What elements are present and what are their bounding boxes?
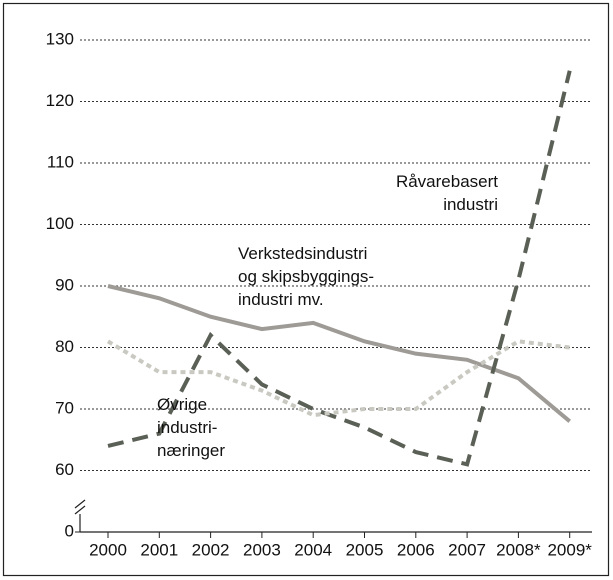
y-tick-label: 90 bbox=[55, 275, 74, 294]
x-tick-label: 2002 bbox=[192, 540, 230, 559]
series-line bbox=[106, 339, 570, 418]
y-tick-label: 110 bbox=[47, 152, 74, 171]
series-label-line: og skipsbyggings- bbox=[238, 267, 374, 286]
series-label: Råvarebasert industri bbox=[396, 172, 498, 214]
series-label-line: industri mv. bbox=[238, 290, 324, 309]
x-tick-label: 2004 bbox=[294, 540, 332, 559]
y-tick-label: 120 bbox=[46, 91, 74, 110]
axis-break bbox=[74, 505, 86, 515]
series-label: Øvrige industri-næringer bbox=[157, 395, 225, 460]
x-tick-label: 2005 bbox=[346, 540, 384, 559]
y-tick-label: 130 bbox=[46, 29, 74, 48]
y-tick-label: 70 bbox=[55, 398, 74, 417]
y-tick-label: 0 bbox=[65, 521, 74, 540]
series-label-line: Øvrige bbox=[157, 395, 207, 414]
series-label: Verkstedsindustri og skipsbyggings-indust… bbox=[238, 244, 374, 309]
series-label-line: Verkstedsindustri bbox=[238, 244, 367, 263]
y-tick-label: 60 bbox=[55, 460, 74, 479]
x-tick-label: 2001 bbox=[140, 540, 178, 559]
series-label-line: Råvarebasert bbox=[396, 172, 498, 191]
series-label-line: industri- bbox=[157, 418, 217, 437]
series-line bbox=[107, 70, 572, 467]
series-label-line: næringer bbox=[157, 441, 225, 460]
x-tick-label: 2007 bbox=[448, 540, 486, 559]
x-tick-label: 2000 bbox=[89, 540, 127, 559]
x-tick-label: 2009* bbox=[547, 540, 592, 559]
y-tick-label: 80 bbox=[55, 337, 74, 356]
x-tick-label: 2008* bbox=[496, 540, 541, 559]
x-tick-label: 2006 bbox=[397, 540, 435, 559]
axis-break bbox=[74, 499, 86, 509]
x-tick-label: 2003 bbox=[243, 540, 281, 559]
series-label-line: industri bbox=[443, 195, 498, 214]
y-tick-label: 100 bbox=[46, 214, 74, 233]
